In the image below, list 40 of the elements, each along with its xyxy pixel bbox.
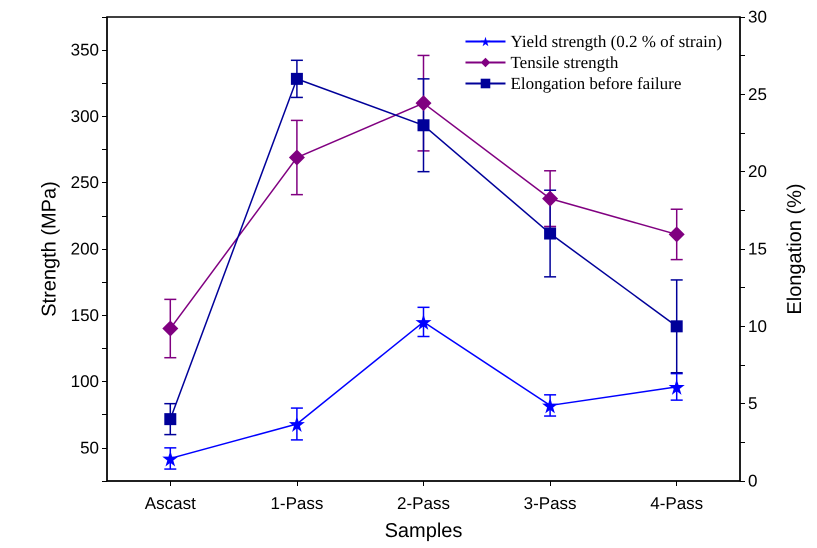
y-axis-title: Strength (MPa) bbox=[38, 181, 61, 317]
legend-label: Yield strength (0.2 % of strain) bbox=[510, 32, 722, 51]
y-tick-label: 100 bbox=[70, 372, 99, 392]
point bbox=[288, 150, 305, 166]
y-tick-label: 300 bbox=[70, 106, 99, 126]
point bbox=[290, 72, 303, 85]
y2-axis-title: Elongation (%) bbox=[784, 183, 806, 315]
y-tick-label: 200 bbox=[70, 240, 99, 258]
point bbox=[542, 397, 558, 414]
legend-label: Tensile strength bbox=[510, 53, 619, 72]
x-tick-label: 3-Pass bbox=[524, 494, 577, 513]
y2-tick-label: 20 bbox=[748, 162, 767, 182]
point bbox=[418, 119, 430, 132]
x-axis-title: Samples bbox=[384, 520, 462, 542]
y-tick-label: 350 bbox=[70, 40, 99, 60]
x-tick-label: 2-Pass bbox=[397, 494, 450, 513]
point bbox=[670, 320, 683, 332]
y2-tick-label: 0 bbox=[748, 472, 758, 490]
point bbox=[542, 190, 558, 207]
point bbox=[668, 226, 685, 242]
x-tick-label: 1-Pass bbox=[270, 494, 324, 513]
y-tick-label: 50 bbox=[80, 438, 99, 458]
point bbox=[416, 95, 432, 112]
y2-tick-label: 30 bbox=[748, 8, 767, 26]
y2-tick-label: 15 bbox=[748, 240, 767, 258]
x-tick-label: Ascast bbox=[144, 494, 196, 513]
point bbox=[164, 413, 176, 426]
y2-tick-label: 25 bbox=[748, 84, 767, 104]
point bbox=[668, 378, 685, 395]
point bbox=[416, 314, 432, 330]
y2-tick-label: 5 bbox=[748, 394, 758, 414]
y-tick-label: 250 bbox=[70, 173, 99, 192]
y2-tick-label: 10 bbox=[748, 316, 767, 336]
x-tick-label: 4-Pass bbox=[650, 494, 704, 513]
point bbox=[288, 416, 305, 432]
legend-label: Elongation before failure bbox=[510, 74, 682, 93]
y-tick-label: 150 bbox=[70, 306, 99, 325]
point bbox=[162, 320, 178, 337]
point bbox=[162, 450, 178, 466]
point bbox=[544, 228, 556, 240]
